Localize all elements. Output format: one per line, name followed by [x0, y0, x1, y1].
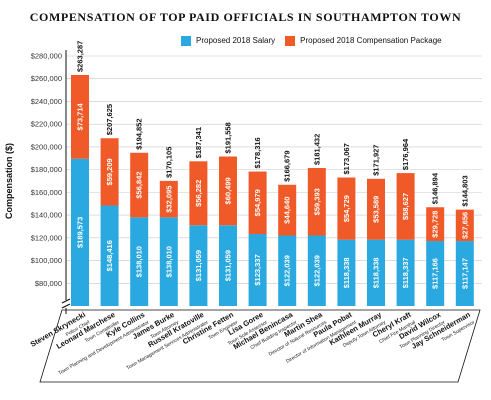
bar-package-label: $60,499	[224, 177, 233, 204]
bar-package-label: $58,627	[401, 193, 410, 220]
bar-salary-label: $118,338	[372, 257, 381, 288]
base-platform	[39, 309, 481, 383]
bar-salary	[130, 217, 149, 306]
bar-salary-label: $118,337	[401, 257, 410, 288]
bar-salary-label: $118,338	[342, 257, 351, 288]
bar-salary-label: $148,416	[105, 240, 114, 271]
bar-package	[100, 138, 119, 206]
bar-package-label: $53,589	[372, 196, 381, 223]
y-tick-label: $80,000	[35, 279, 62, 288]
y-tick-label: $260,000	[31, 74, 62, 83]
bar-package-label: $56,282	[194, 180, 203, 207]
bar-package-label: $56,842	[135, 171, 144, 198]
bar-total-label: $166,679	[283, 150, 292, 181]
legend-label-salary: Proposed 2018 Salary	[196, 36, 276, 45]
bar-total-label: $207,625	[105, 104, 114, 135]
bar-package-label: $59,209	[105, 158, 114, 185]
bar-package	[337, 177, 356, 240]
bar-total-label: $191,558	[224, 122, 233, 153]
bar-package-label: $27,656	[460, 212, 469, 239]
legend-item-package: Proposed 2018 Compensation Package	[285, 35, 442, 46]
y-tick-label: $200,000	[31, 142, 62, 151]
bar-salary-label: $117,147	[460, 258, 469, 289]
y-tick-label: $100,000	[31, 256, 62, 265]
bar-salary	[219, 225, 237, 306]
bar-total-label: $176,964	[401, 138, 410, 170]
legend: Proposed 2018 Salary Proposed 2018 Compe…	[181, 34, 452, 47]
axis-break-mark	[61, 298, 71, 304]
bar-salary-label: $131,059	[194, 250, 203, 281]
y-tick-label: $280,000	[31, 52, 62, 61]
legend-label-package: Proposed 2018 Compensation Package	[300, 36, 442, 45]
bar-salary-label: $189,573	[76, 217, 85, 248]
bar-salary-label: $131,059	[224, 250, 233, 281]
bar-salary-label: $138,010	[164, 246, 173, 277]
y-tick-label: $220,000	[31, 120, 62, 129]
bar-package	[219, 156, 237, 226]
bar-package	[278, 184, 297, 236]
bar-salary	[159, 217, 178, 306]
bar-salary	[337, 239, 356, 306]
bar-package	[307, 168, 326, 236]
bar-total-label: $146,894	[431, 172, 440, 204]
axis-break-mark	[61, 303, 71, 309]
bar-package-label: $29,728	[431, 211, 440, 238]
bar-package	[189, 161, 208, 226]
bar-total-label: $171,927	[372, 145, 381, 176]
bar-salary	[278, 235, 297, 306]
bar-total-label: $144,803	[460, 175, 469, 206]
bar-salary	[396, 239, 415, 306]
y-tick-label: $160,000	[31, 188, 62, 197]
bar-salary	[100, 205, 119, 306]
bar-package-label: $44,640	[283, 197, 292, 224]
bar-total-label: $178,316	[253, 137, 262, 168]
bar-package	[455, 209, 474, 242]
bar-salary	[455, 241, 474, 306]
bar-total-label: $194,852	[135, 118, 144, 149]
bar-salary-label: $138,010	[135, 246, 144, 277]
y-axis-title: Compensation ($)	[4, 143, 14, 219]
bar-package	[426, 207, 445, 242]
bar-package-label: $73,714	[76, 102, 85, 130]
y-tick-label: $180,000	[31, 165, 62, 174]
bar-package-label: $59,393	[312, 188, 321, 215]
bar-package	[248, 171, 267, 235]
y-tick-label: $120,000	[31, 233, 62, 242]
chart-title: COMPENSATION OF TOP PAID OFFICIALS IN SO…	[29, 10, 462, 24]
bar-package	[396, 173, 415, 240]
bar-package-label: $54,979	[253, 189, 262, 216]
bar-package-label: $54,729	[342, 195, 351, 222]
bar-salary	[71, 158, 89, 306]
bar-package	[130, 152, 149, 218]
bar-package	[367, 178, 385, 240]
bar-salary-label: $123,337	[253, 254, 262, 285]
y-tick-label: $240,000	[31, 97, 62, 106]
bar-total-label: $187,341	[194, 127, 203, 158]
bar-package	[71, 74, 89, 159]
bar-salary	[307, 235, 326, 306]
bar-salary	[248, 234, 267, 306]
bar-salary	[189, 225, 208, 306]
bar-salary-label: $122,039	[283, 255, 292, 286]
bar-total-label: $263,287	[76, 41, 85, 72]
bar-salary	[426, 241, 445, 306]
bar-package	[159, 180, 178, 218]
bar-total-label: $173,067	[342, 143, 351, 174]
bar-salary-label: $122,039	[312, 255, 321, 286]
legend-swatch-salary	[181, 35, 191, 46]
legend-swatch-package	[285, 35, 296, 46]
bar-total-label: $181,432	[312, 134, 321, 165]
y-tick-label: $140,000	[31, 211, 62, 220]
legend-item-salary: Proposed 2018 Salary	[181, 35, 276, 46]
bar-total-label: $170,105	[164, 147, 173, 178]
bar-package-label: $32,095	[164, 186, 173, 213]
bar-salary-label: $117,166	[431, 258, 440, 289]
bar-salary	[367, 239, 385, 306]
